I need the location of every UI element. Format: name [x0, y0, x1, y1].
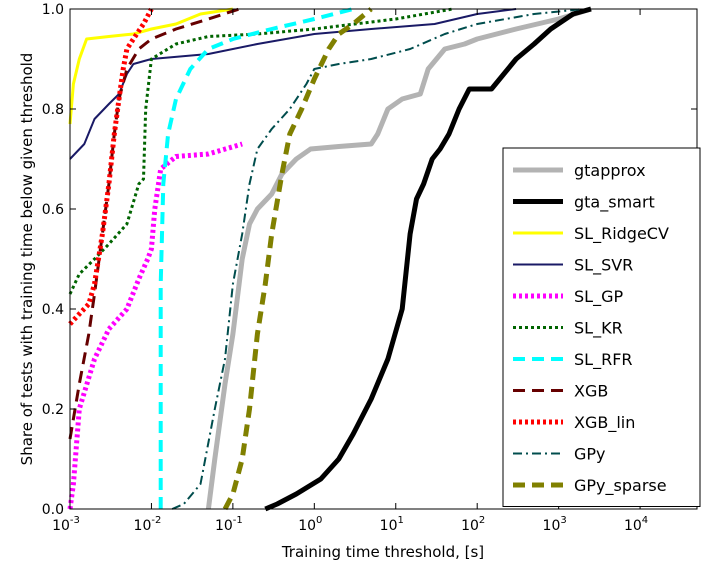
legend: gtapprox gta_smart SL_RidgeCV SL_SVR SL_GP SL… — [502, 147, 701, 507]
legend-label-gpy: GPy — [574, 445, 606, 464]
y-tick-label: 1.0 — [42, 2, 64, 18]
x-tick-label: 103 — [543, 515, 567, 534]
legend-box — [502, 147, 701, 507]
legend-label-gta-smart: gta_smart — [574, 193, 655, 213]
series-line-gtapprox — [205, 6, 592, 510]
series-layer — [67, 6, 592, 512]
legend-label-xgb: XGB — [574, 382, 608, 401]
series-line-xgb-lin — [68, 7, 154, 326]
legend-label-sl-gp: SL_GP — [574, 287, 623, 307]
x-axis-label: Training time threshold, [s] — [281, 543, 484, 561]
series-line-gta-smart — [264, 6, 592, 512]
x-tick-label: 10-1 — [215, 515, 243, 534]
y-tick-label: 0.0 — [42, 502, 64, 518]
y-tick-label: 0.2 — [42, 402, 64, 418]
series-line-sl-rfr — [158, 7, 354, 509]
legend-label-xgb-lin: XGB_lin — [574, 413, 635, 433]
x-tick-label: 10-3 — [52, 515, 80, 534]
y-ticks: 0.0 0.2 0.4 0.6 0.8 1.0 — [42, 2, 697, 518]
legend-label-gtapprox: gtapprox — [574, 161, 646, 180]
legend-label-sl-kr: SL_KR — [574, 319, 623, 339]
legend-label-sl-rfr: SL_RFR — [574, 350, 633, 370]
x-ticks: 10-3 10-2 10-1 100 101 102 103 104 — [52, 9, 648, 534]
series-line-sl-ridgecv — [68, 7, 234, 125]
y-tick-label: 0.6 — [42, 202, 64, 218]
x-tick-label: 101 — [380, 515, 404, 534]
y-axis-label: Share of tests with training time below … — [18, 53, 36, 466]
series-line-sl-gp — [67, 141, 243, 510]
legend-label-sl-svr: SL_SVR — [574, 256, 633, 276]
x-tick-label: 100 — [298, 515, 322, 534]
x-tick-label: 104 — [624, 515, 648, 534]
y-tick-label: 0.8 — [42, 102, 64, 118]
x-tick-label: 10-2 — [134, 515, 162, 534]
x-tick-label: 102 — [461, 515, 485, 534]
y-tick-label: 0.4 — [42, 302, 64, 318]
legend-label-sl-ridgecv: SL_RidgeCV — [574, 224, 669, 244]
legend-label-gpy-sparse: GPy_sparse — [574, 476, 667, 496]
